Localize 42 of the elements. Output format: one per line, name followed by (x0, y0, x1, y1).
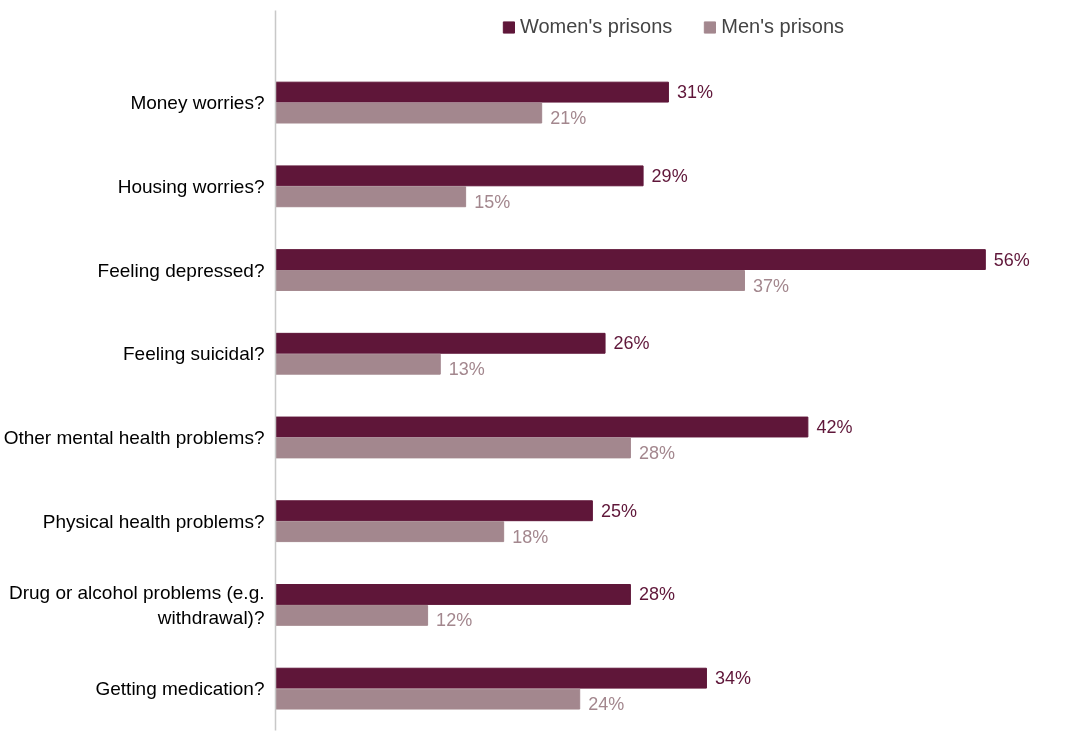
bar (275, 102, 543, 124)
bar (275, 437, 631, 459)
data-label: 26% (613, 333, 650, 354)
bar (275, 604, 429, 626)
bar (275, 332, 606, 354)
y-tick-label: Feeling suicidal? (122, 343, 265, 365)
bar (275, 249, 986, 271)
data-label: 24% (588, 694, 625, 715)
bar (275, 416, 809, 438)
data-label: 12% (436, 610, 473, 631)
y-tick-label: Housing worries? (117, 175, 265, 197)
bar (275, 186, 467, 208)
data-label: 25% (600, 500, 637, 521)
data-label: 28% (638, 584, 675, 605)
bar (275, 688, 581, 710)
data-label: 29% (651, 165, 688, 186)
bar (275, 667, 707, 689)
legend-label: Men's prisons (721, 15, 845, 38)
y-tick-label: Feeling depressed? (97, 259, 265, 281)
bar (275, 500, 593, 522)
bar (275, 165, 644, 187)
legend-label: Women's prisons (519, 15, 673, 38)
data-label: 28% (638, 442, 675, 463)
y-tick-label: Money worries? (130, 92, 265, 114)
y-tick-label: Drug or alcohol problems (e.g. withdrawal)? (8, 581, 265, 629)
data-label: 18% (512, 526, 549, 547)
data-label: 56% (993, 249, 1030, 270)
bar (275, 521, 505, 543)
data-label: 42% (816, 417, 853, 438)
data-label: 31% (676, 82, 713, 103)
y-tick-label: Physical health problems? (42, 510, 265, 532)
data-label: 34% (714, 668, 752, 689)
bar (275, 270, 745, 291)
bar (275, 584, 631, 605)
y-tick-label: Other mental health problems? (3, 426, 265, 448)
bar (275, 353, 441, 375)
data-label: 15% (474, 191, 511, 212)
bar (275, 81, 669, 103)
data-label: 13% (448, 359, 485, 380)
y-tick-label: Getting medication? (95, 678, 265, 700)
data-label: 21% (550, 108, 587, 129)
data-label: 37% (753, 275, 790, 296)
